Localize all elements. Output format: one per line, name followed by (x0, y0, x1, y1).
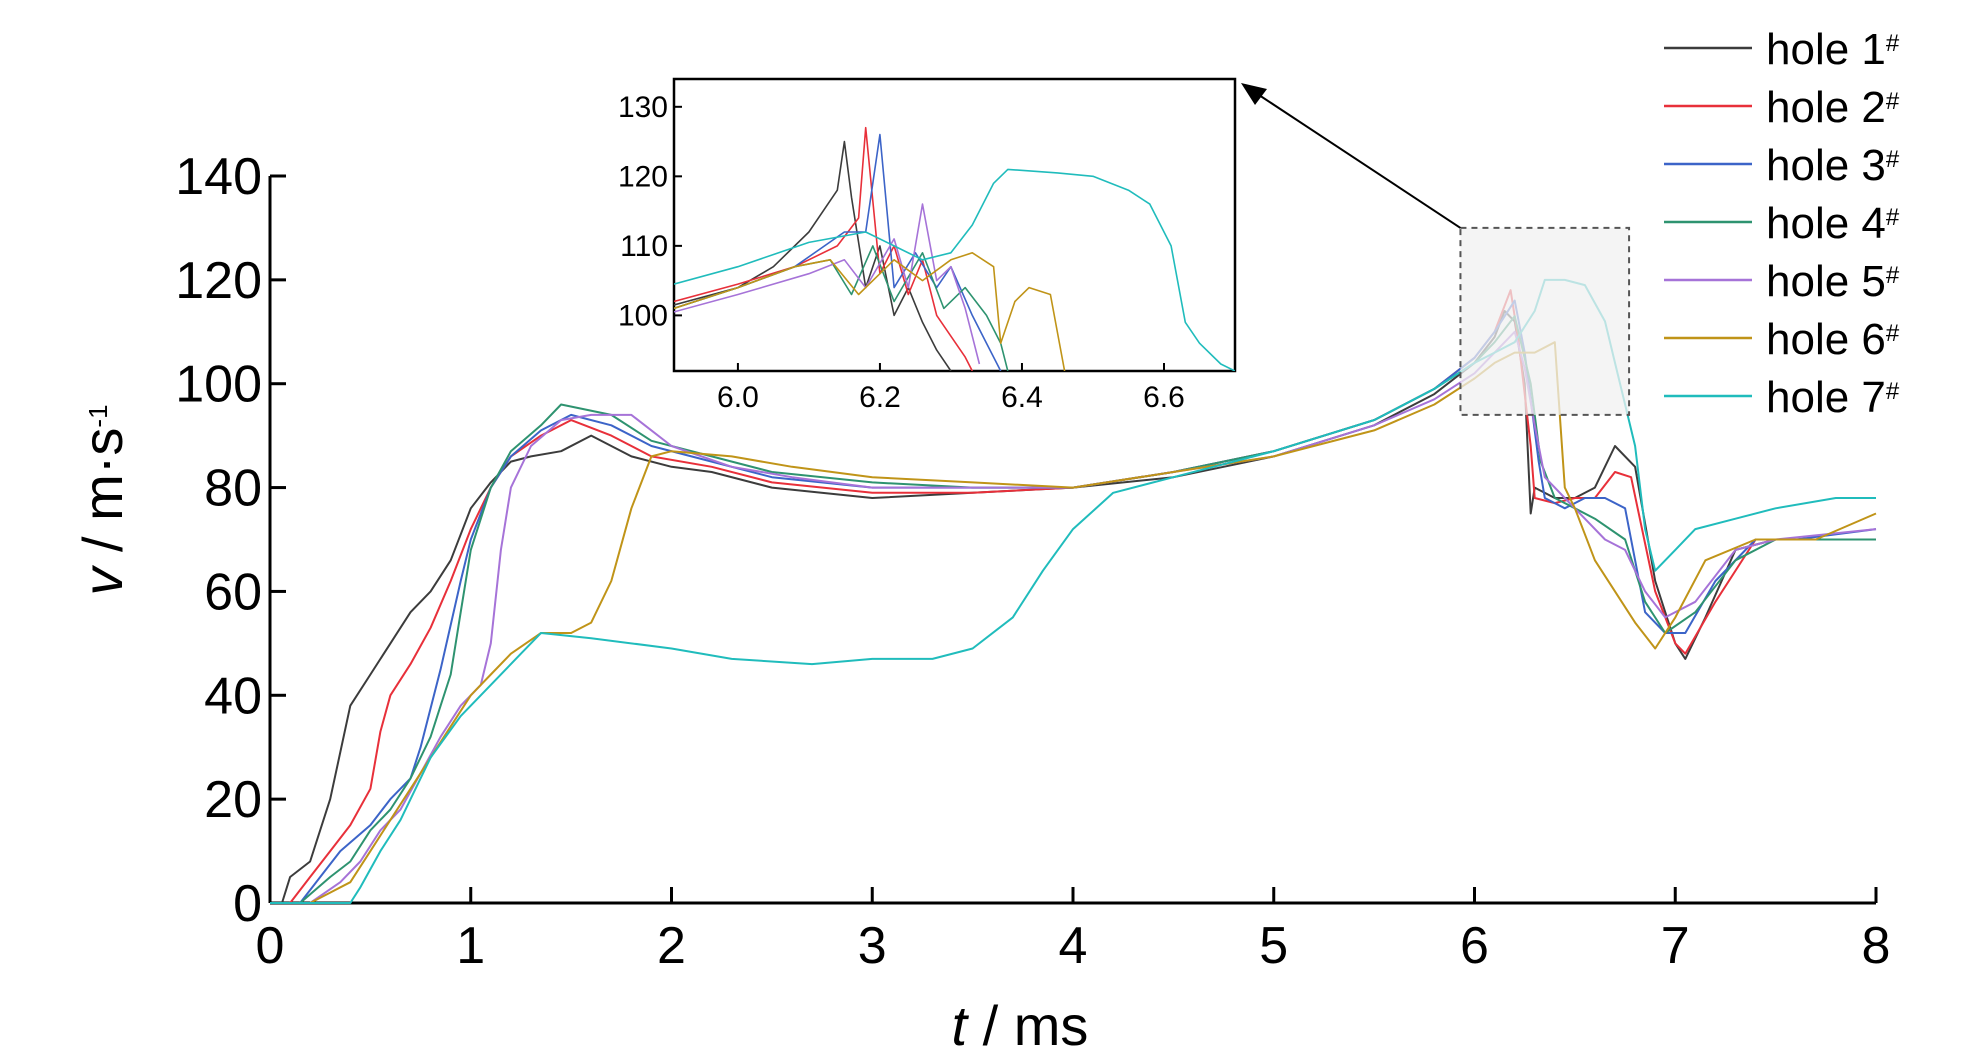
inset-y-tick-label: 100 (618, 299, 668, 332)
legend-label-2: hole 2# (1766, 83, 1900, 132)
inset-series-line-7 (674, 168, 1235, 371)
y-tick-label: 100 (175, 356, 262, 414)
zoom-region (1241, 83, 1631, 416)
y-axis-title: v / m·s-1 (71, 404, 134, 595)
x-tick-label: 6 (1460, 917, 1489, 975)
inset-plot: 6.0 6.2 6.4 6.6 100 110 120 130 (618, 77, 1237, 414)
y-tick-label: 60 (204, 563, 262, 621)
y-tick-label: 140 (175, 148, 262, 206)
series-line-6 (270, 341, 1877, 904)
y-tick-label: 80 (204, 460, 262, 518)
legend: hole 1# hole 2# hole 3# hole 4# hole 5# hole … (1664, 25, 1900, 422)
inset-series-line-2 (674, 126, 974, 371)
y-tick-label: 120 (175, 252, 262, 310)
y-tick-label: 20 (204, 771, 262, 829)
series-line-7 (270, 278, 1876, 904)
legend-label-5: hole 5# (1766, 257, 1900, 306)
y-tick-label: 0 (233, 875, 262, 933)
series-line-4 (270, 315, 1876, 904)
axis-titles: t / ms v / m·s-1 (71, 404, 1088, 1057)
legend-label-7: hole 7# (1766, 373, 1900, 422)
inset-y-tick-label: 120 (618, 160, 668, 193)
series-line-5 (270, 330, 1877, 904)
zoom-arrow-line (1258, 94, 1461, 229)
x-tick-label: 0 (256, 917, 285, 975)
inset-frame (672, 77, 1237, 373)
series-line-1 (270, 310, 1876, 904)
zoom-rectangle (1459, 226, 1631, 416)
inset-series-line-1 (674, 140, 952, 371)
x-tick-label: 3 (858, 917, 887, 975)
zoom-arrow-head (1241, 83, 1267, 105)
x-tick-label: 1 (456, 917, 485, 975)
x-tick-label: 2 (657, 917, 686, 975)
inset-series-line-5 (674, 203, 981, 365)
inset-x-tick-label: 6.2 (859, 381, 901, 414)
x-tick-label: 7 (1661, 917, 1690, 975)
legend-label-4: hole 4# (1766, 199, 1900, 248)
x-tick-label: 5 (1259, 917, 1288, 975)
series-line-2 (270, 289, 1876, 904)
x-tick-label: 8 (1862, 917, 1891, 975)
legend-label-3: hole 3# (1766, 141, 1900, 190)
inset-series-line-6 (674, 252, 1066, 371)
inset-series-group (674, 126, 1235, 371)
inset-y-tick-label: 130 (618, 91, 668, 124)
y-tick-label: 40 (204, 667, 262, 725)
x-axis-title: t / ms (952, 994, 1089, 1057)
legend-label-6: hole 6# (1766, 315, 1900, 364)
inset-y-tick-label: 110 (620, 230, 668, 263)
inset-x-tick-label: 6.4 (1001, 381, 1043, 414)
x-tick-label: 4 (1059, 917, 1088, 975)
series-line-3 (270, 299, 1877, 904)
legend-label-1: hole 1# (1766, 25, 1900, 74)
inset-x-tick-label: 6.6 (1143, 381, 1185, 414)
inset-x-tick-label: 6.0 (717, 381, 759, 414)
